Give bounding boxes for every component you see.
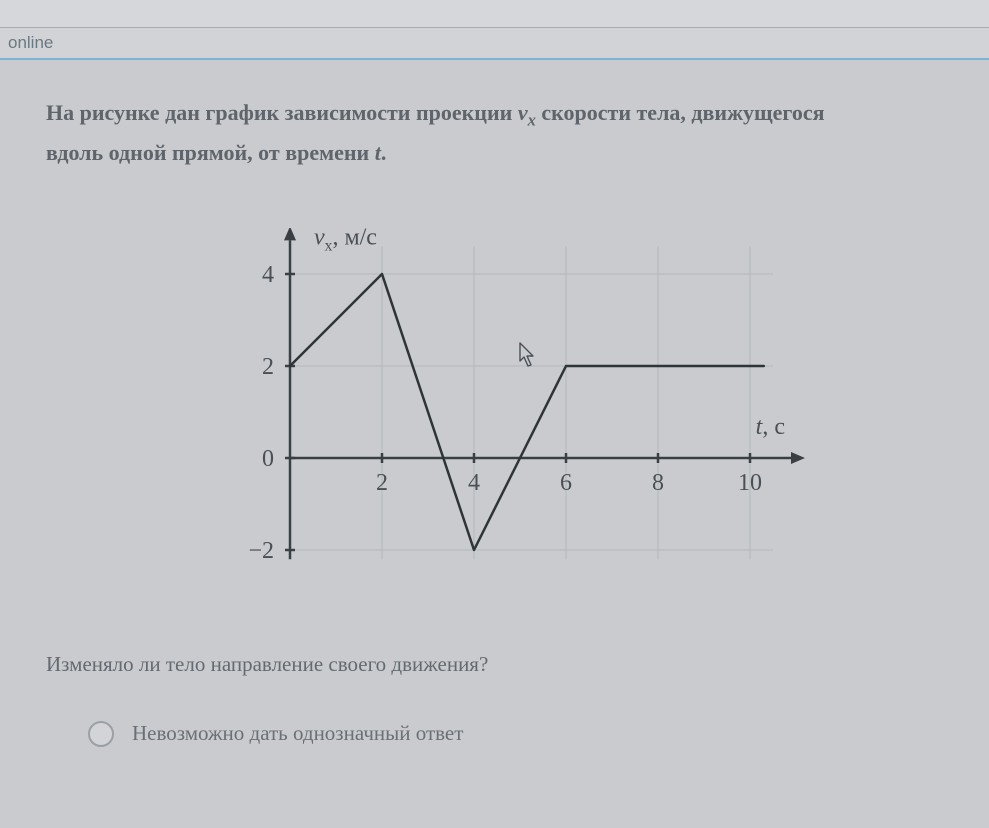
svg-text:t, с: t, с [755,414,784,440]
svg-text:8: 8 [652,470,664,496]
problem-text-part: вдоль одной прямой, от времени [46,140,375,165]
svg-text:vx, м/с: vx, м/с [314,228,377,254]
problem-text-part: На рисунке дан график зависимости проекц… [46,100,518,125]
svg-text:4: 4 [468,470,480,496]
question-text: Изменяло ли тело направление своего движ… [46,652,953,677]
svg-text:−2: −2 [248,538,274,564]
svg-text:0: 0 [262,446,274,472]
svg-text:4: 4 [262,262,274,288]
status-bar: online [0,28,989,60]
velocity-chart: 2 4 6 8 10 −2 0 2 4 vx, м/с t, с [180,228,820,588]
svg-text:6: 6 [560,470,572,496]
window-top-strip [0,0,989,28]
chart-container: 2 4 6 8 10 −2 0 2 4 vx, м/с t, с [46,228,953,588]
variable-v-sub: x [528,110,536,129]
radio-icon[interactable] [88,721,114,747]
svg-text:10: 10 [738,470,762,496]
problem-text-part: . [381,140,387,165]
svg-text:2: 2 [262,354,274,380]
answer-option[interactable]: Невозможно дать однозначный ответ [46,721,953,747]
status-label: online [8,33,53,53]
content-area: На рисунке дан график зависимости проекц… [0,60,989,747]
variable-v: v [518,100,528,125]
svg-text:2: 2 [376,470,388,496]
problem-statement: На рисунке дан график зависимости проекц… [46,94,953,172]
option-label: Невозможно дать однозначный ответ [132,721,463,746]
problem-text-part: скорости тела, движущегося [536,100,825,125]
